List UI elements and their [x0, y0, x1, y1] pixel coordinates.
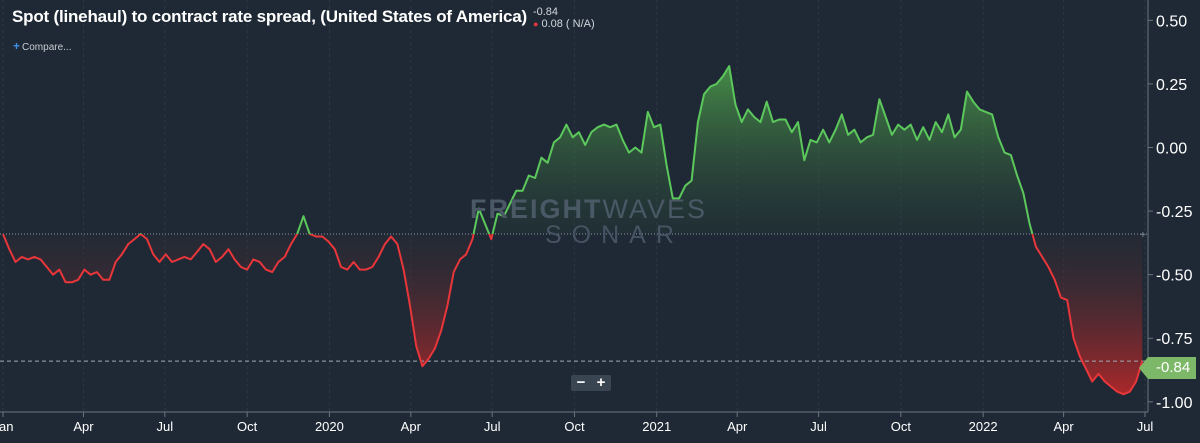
current-value: -0.84	[532, 6, 559, 18]
compare-button[interactable]: + Compare...	[13, 39, 71, 53]
plus-icon: +	[13, 39, 21, 53]
y-tick-label: 0.25	[1156, 77, 1187, 94]
x-tick-label: Jul	[1137, 419, 1154, 434]
change-value: 0.08 ( N/A)	[541, 18, 595, 30]
negative-area-fill	[3, 233, 1143, 395]
x-tick-label: Jul	[484, 419, 501, 434]
x-tick-label: 2020	[315, 419, 344, 434]
x-tick-label: Jul	[157, 419, 174, 434]
y-tick-label: -0.75	[1156, 331, 1193, 348]
x-tick-label: Oct	[891, 419, 912, 434]
x-tick-label: Oct	[237, 419, 258, 434]
spread-area	[3, 66, 1143, 395]
x-tick-label: Apr	[727, 419, 748, 434]
x-tick-label: 2022	[969, 419, 998, 434]
y-tick-label: -0.50	[1156, 268, 1193, 285]
chart-title: Spot (linehaul) to contract rate spread,…	[12, 7, 527, 26]
y-tick-label: 0.00	[1156, 141, 1187, 158]
baseline-marker: +	[1140, 230, 1146, 241]
zoom-out-button[interactable]: −	[576, 374, 586, 391]
last-value-badge: -0.84	[1138, 357, 1197, 379]
chart-header: Spot (linehaul) to contract rate spread,…	[12, 6, 595, 30]
x-tick-label: Oct	[564, 419, 585, 434]
y-tick-label: -1.00	[1156, 395, 1193, 412]
spread-line: +	[2, 65, 1146, 396]
x-axis-ticks: Jan Apr Jul Oct 2020 Apr Jul Oct 2021 Apr Jul Oct 20…	[0, 412, 1153, 434]
x-tick-label: Jul	[810, 419, 827, 434]
x-tick-label: Apr	[1054, 419, 1075, 434]
series-line-positive	[3, 65, 1034, 234]
compare-label: Compare...	[22, 42, 72, 53]
value-readout: -0.84 ● 0.08 ( N/A)	[533, 6, 595, 30]
y-tick-label: 0.50	[1156, 13, 1187, 30]
x-tick-label: Apr	[73, 419, 94, 434]
y-tick-label: -0.25	[1156, 204, 1193, 221]
zoom-controls: − +	[571, 375, 611, 391]
zoom-in-button[interactable]: +	[596, 374, 606, 391]
x-tick-label: Apr	[401, 419, 422, 434]
positive-area-fill	[297, 66, 1033, 234]
y-axis-ticks: 0.50 0.25 0.00 -0.25 -0.50 -0.75 -1.00	[1148, 13, 1193, 412]
x-tick-label: 2021	[642, 419, 671, 434]
series-line-negative	[2, 233, 1144, 396]
x-tick-label: Jan	[0, 419, 13, 434]
change-marker-icon: ●	[532, 19, 539, 29]
